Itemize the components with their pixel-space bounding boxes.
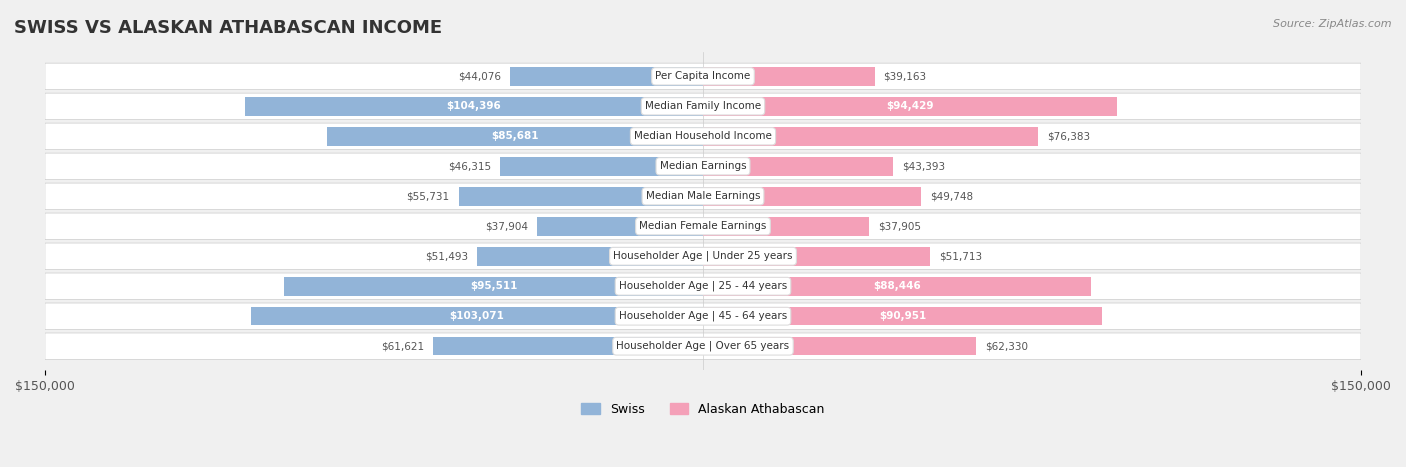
Text: $61,621: $61,621 <box>381 341 423 351</box>
Text: Householder Age | Under 25 years: Householder Age | Under 25 years <box>613 251 793 262</box>
Text: Median Earnings: Median Earnings <box>659 161 747 171</box>
Text: $37,904: $37,904 <box>485 221 527 231</box>
Text: $88,446: $88,446 <box>873 281 921 291</box>
FancyBboxPatch shape <box>45 93 1361 120</box>
Text: $44,076: $44,076 <box>458 71 501 81</box>
Legend: Swiss, Alaskan Athabascan: Swiss, Alaskan Athabascan <box>576 398 830 421</box>
Text: Householder Age | 45 - 64 years: Householder Age | 45 - 64 years <box>619 311 787 321</box>
Bar <box>433 337 703 355</box>
Bar <box>703 307 1102 325</box>
FancyBboxPatch shape <box>45 333 1361 360</box>
Text: $51,713: $51,713 <box>939 251 981 261</box>
Bar <box>509 67 703 85</box>
Text: SWISS VS ALASKAN ATHABASCAN INCOME: SWISS VS ALASKAN ATHABASCAN INCOME <box>14 19 441 37</box>
FancyBboxPatch shape <box>45 183 1361 210</box>
Text: Householder Age | 25 - 44 years: Householder Age | 25 - 44 years <box>619 281 787 291</box>
Text: $94,429: $94,429 <box>886 101 934 111</box>
Text: $103,071: $103,071 <box>450 311 505 321</box>
Bar <box>703 67 875 85</box>
Text: Median Family Income: Median Family Income <box>645 101 761 111</box>
Text: $90,951: $90,951 <box>879 311 927 321</box>
FancyBboxPatch shape <box>45 153 1361 179</box>
Bar <box>284 277 703 296</box>
Text: $39,163: $39,163 <box>883 71 927 81</box>
Bar <box>458 187 703 205</box>
Bar <box>250 307 703 325</box>
Bar <box>703 247 929 266</box>
FancyBboxPatch shape <box>45 123 1361 149</box>
Text: Per Capita Income: Per Capita Income <box>655 71 751 81</box>
Text: Median Household Income: Median Household Income <box>634 131 772 142</box>
Bar <box>703 187 921 205</box>
FancyBboxPatch shape <box>45 63 1361 90</box>
Bar <box>703 157 893 176</box>
Bar <box>328 127 703 146</box>
FancyBboxPatch shape <box>45 243 1361 269</box>
Bar <box>703 127 1038 146</box>
Bar <box>499 157 703 176</box>
Text: Median Female Earnings: Median Female Earnings <box>640 221 766 231</box>
Text: $104,396: $104,396 <box>447 101 502 111</box>
Text: $95,511: $95,511 <box>470 281 517 291</box>
Text: Source: ZipAtlas.com: Source: ZipAtlas.com <box>1274 19 1392 28</box>
Text: $46,315: $46,315 <box>449 161 491 171</box>
Bar <box>703 337 976 355</box>
Text: $51,493: $51,493 <box>425 251 468 261</box>
Text: $43,393: $43,393 <box>903 161 945 171</box>
Text: $55,731: $55,731 <box>406 191 450 201</box>
Text: $85,681: $85,681 <box>491 131 538 142</box>
Bar <box>703 277 1091 296</box>
FancyBboxPatch shape <box>45 303 1361 329</box>
Text: $37,905: $37,905 <box>879 221 921 231</box>
Text: $76,383: $76,383 <box>1047 131 1090 142</box>
Text: Median Male Earnings: Median Male Earnings <box>645 191 761 201</box>
Text: $49,748: $49,748 <box>929 191 973 201</box>
Bar <box>537 217 703 235</box>
Bar <box>703 217 869 235</box>
FancyBboxPatch shape <box>45 213 1361 240</box>
Text: $62,330: $62,330 <box>986 341 1028 351</box>
Bar <box>245 97 703 116</box>
Bar <box>703 97 1118 116</box>
FancyBboxPatch shape <box>45 273 1361 299</box>
Bar <box>477 247 703 266</box>
Text: Householder Age | Over 65 years: Householder Age | Over 65 years <box>616 341 790 352</box>
